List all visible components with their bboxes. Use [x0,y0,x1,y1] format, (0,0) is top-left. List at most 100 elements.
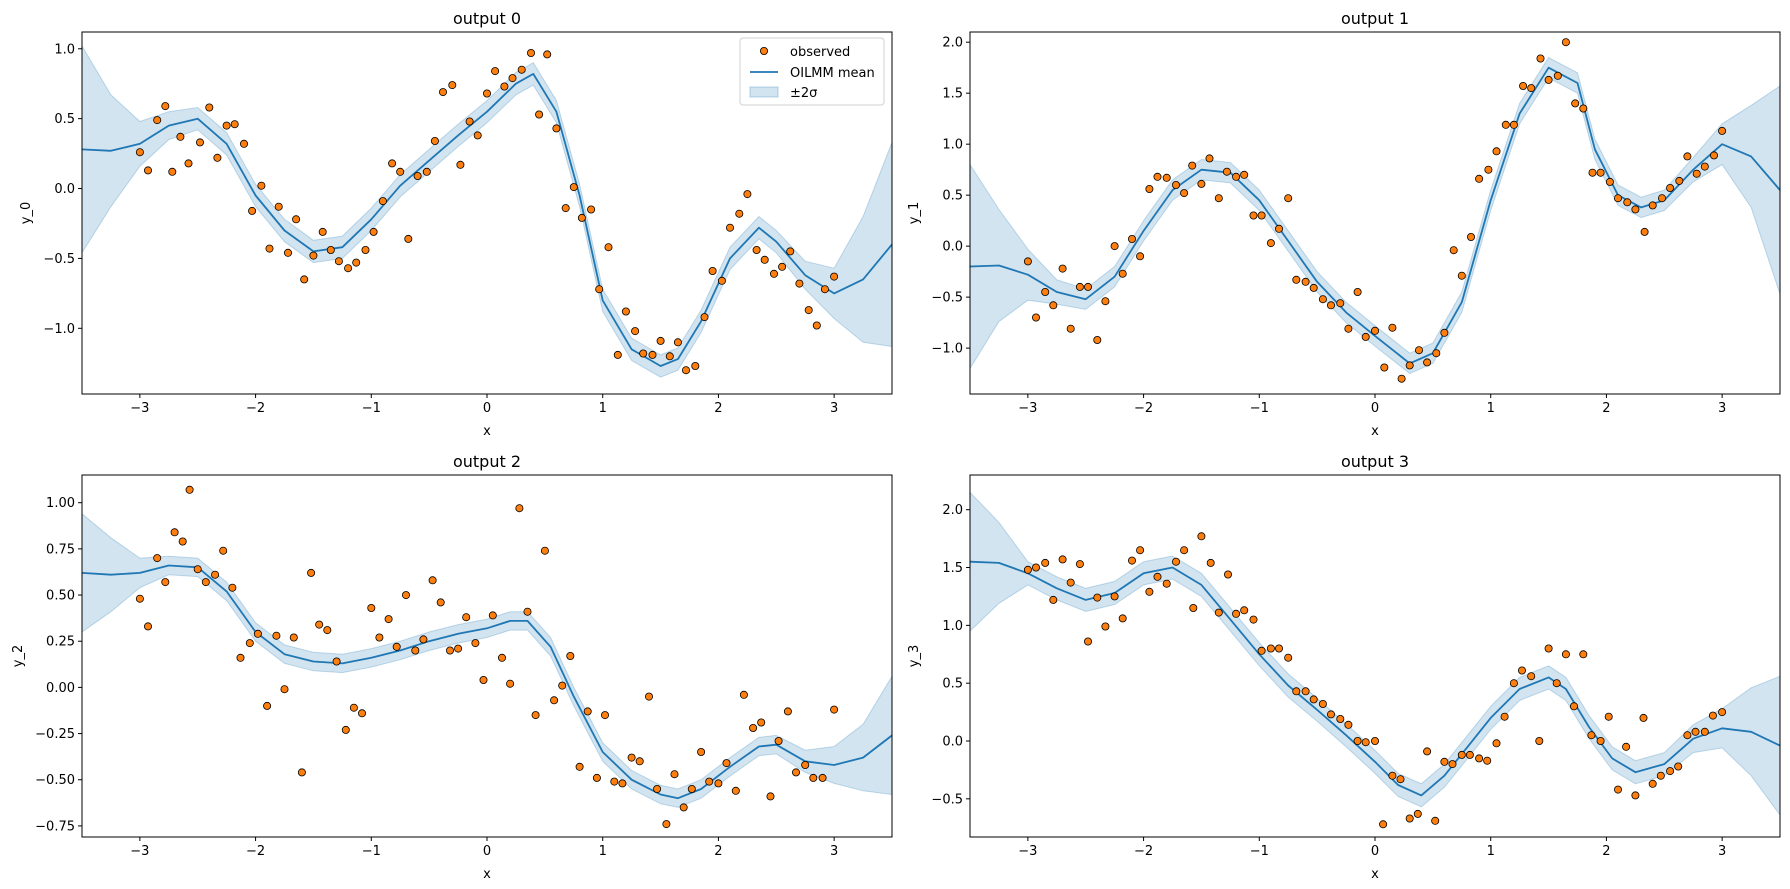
observed-point [245,639,254,648]
observed-point [1561,650,1570,659]
observed-point [201,578,210,587]
observed-point [236,653,245,662]
observed-point [222,121,231,130]
x-tick-label: 1 [599,401,607,416]
observed-point [1172,180,1181,189]
observed-point [1536,54,1545,63]
observed-point [752,245,761,254]
observed-point [274,202,283,211]
observed-point [367,604,376,613]
observed-point [566,652,575,661]
observed-point [428,576,437,585]
observed-point [1361,738,1370,747]
observed-point [135,148,144,157]
subplot-title-2: output 2 [453,452,521,471]
x-tick-label: 2 [1602,844,1610,859]
observed-point [384,615,393,624]
observed-point [465,117,474,126]
y-axis-label-0: y_0 [19,202,34,224]
observed-point [1397,374,1406,383]
observed-point [1380,363,1389,372]
observed-point [749,724,758,733]
x-tick-label: −1 [362,401,381,416]
observed-point [1128,556,1137,565]
observed-point [812,321,821,330]
observed-point [743,190,752,199]
y-tick-label: 0.0 [54,182,75,197]
observed-point [185,485,194,494]
observed-point [1658,194,1667,203]
observed-point [1648,779,1657,788]
observed-point [1415,346,1424,355]
observed-point [1101,297,1110,306]
observed-point [1284,653,1293,662]
observed-point [361,245,370,254]
observed-point [1084,282,1093,291]
y-tick-label: 1.0 [942,138,963,153]
observed-point [731,786,740,795]
observed-point [592,773,601,782]
observed-point [419,635,428,644]
observed-point [1544,75,1553,84]
x-tick-label: 3 [830,401,838,416]
observed-point [700,313,709,322]
observed-point [1189,604,1198,613]
observed-point [1405,814,1414,823]
x-tick-label: 2 [1602,401,1610,416]
observed-point [1509,679,1518,688]
observed-point [1639,713,1648,722]
observed-point [1257,646,1266,655]
observed-point [1214,194,1223,203]
observed-point [1656,771,1665,780]
observed-point [1032,563,1041,572]
observed-point [757,718,766,727]
observed-point [170,528,179,537]
observed-point [168,167,177,176]
observed-point [153,116,162,125]
observed-point [195,138,204,147]
subplot-output-3: −3 −2 −1 0 1 2 3 −0.5 0.0 0.5 1.0 1.5 2.0 output 3 x… [907,452,1781,882]
observed-point [1475,754,1484,763]
observed-point [587,205,596,214]
x-tick-label: 0 [1371,844,1379,859]
observed-point [820,285,829,294]
observed-point [662,820,671,829]
observed-point [1708,711,1717,720]
observed-point [648,350,657,359]
observed-point [1484,165,1493,174]
x-tick-label: −2 [246,844,265,859]
y-tick-label: −0.5 [43,252,75,267]
observed-point [1118,269,1127,278]
observed-point [809,773,818,782]
observed-point [1692,169,1701,178]
observed-point [717,276,726,285]
y-tick-label: 2.0 [942,503,963,518]
observed-point [1710,151,1719,160]
observed-point [404,234,413,243]
observed-point [1145,184,1154,193]
x-tick-label: −3 [130,401,149,416]
y-axis-label-2: y_2 [11,645,26,667]
observed-point [1501,120,1510,129]
observed-point [263,701,272,710]
x-tick-label: 3 [1718,401,1726,416]
observed-point [1413,809,1422,818]
observed-point [682,366,691,375]
subplot-title-1: output 1 [1341,9,1409,28]
observed-point [1162,173,1171,182]
observed-point [1666,767,1675,776]
observed-point [248,206,257,215]
mean-line-1 [969,66,1781,365]
observed-point [1527,84,1536,93]
observed-point [1309,283,1318,292]
observed-point [178,537,187,546]
observed-point [1214,608,1223,617]
observed-point [783,707,792,716]
subplot-title-3: output 3 [1341,452,1409,471]
observed-point [491,67,500,76]
observed-point [665,352,674,361]
observed-point [1605,177,1614,186]
observed-point [673,338,682,347]
observed-point [1475,174,1484,183]
observed-point [1700,727,1709,736]
